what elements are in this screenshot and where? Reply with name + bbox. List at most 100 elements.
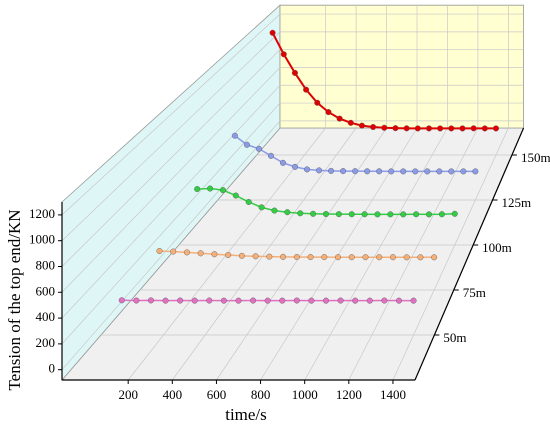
data-point	[352, 168, 359, 175]
grid-line	[392, 127, 509, 381]
data-point	[219, 187, 226, 194]
data-point	[376, 168, 383, 175]
data-point	[370, 124, 377, 131]
data-point	[336, 115, 343, 122]
grid-line	[61, 13, 281, 216]
data-point	[400, 211, 407, 218]
data-point	[361, 211, 368, 218]
data-point	[269, 29, 276, 36]
data-point	[297, 210, 304, 217]
data-point	[322, 211, 329, 218]
grid-line	[61, 120, 281, 370]
data-point	[271, 207, 278, 214]
z-tick-label: 125m	[502, 195, 532, 210]
data-point	[323, 297, 330, 304]
x-tick-label: 1400	[380, 387, 406, 402]
data-point	[235, 297, 242, 304]
data-point	[245, 198, 252, 205]
data-point	[310, 210, 317, 217]
data-point	[459, 125, 466, 132]
data-point	[388, 168, 395, 175]
data-point	[335, 211, 342, 218]
data-point	[352, 297, 359, 304]
grid-line	[348, 127, 479, 381]
data-point	[194, 186, 201, 193]
data-point	[366, 297, 373, 304]
data-point	[197, 250, 204, 257]
data-point	[252, 253, 259, 260]
data-point	[133, 297, 140, 304]
data-point	[267, 152, 274, 159]
data-point	[431, 254, 438, 261]
data-point	[389, 254, 396, 261]
data-point	[335, 254, 342, 261]
y-tick-label: 1000	[29, 232, 55, 247]
data-point	[426, 211, 433, 218]
data-point	[211, 251, 218, 258]
y-axis-title: Tension of the top end/KN	[5, 209, 24, 390]
data-point	[293, 253, 300, 260]
data-point	[374, 211, 381, 218]
data-point	[279, 159, 286, 166]
data-point	[191, 297, 198, 304]
data-point	[206, 297, 213, 304]
x-tick-label: 1200	[336, 387, 362, 402]
data-point	[147, 297, 154, 304]
grid-line	[304, 127, 448, 381]
data-point	[362, 254, 369, 261]
data-point	[470, 125, 477, 132]
data-point	[395, 297, 402, 304]
data-point	[314, 99, 321, 106]
data-point	[220, 297, 227, 304]
grid-line	[61, 31, 281, 241]
data-point	[255, 145, 262, 152]
data-point	[280, 51, 287, 58]
data-point	[238, 252, 245, 259]
grid-line	[216, 127, 387, 381]
data-point	[403, 254, 410, 261]
x-tick-label: 800	[251, 387, 271, 402]
data-point	[321, 254, 328, 261]
z-tick-label: 150m	[521, 150, 550, 165]
z-tick-label: 100m	[482, 240, 512, 255]
data-point	[410, 297, 417, 304]
y-tick-label: 400	[36, 309, 56, 324]
data-point	[436, 168, 443, 175]
data-point	[414, 125, 421, 132]
data-point	[243, 141, 250, 148]
x-tick-label: 400	[163, 387, 183, 402]
y-tick-label: 800	[36, 257, 56, 272]
data-point	[412, 168, 419, 175]
y-tick-label: 200	[36, 335, 56, 350]
data-point	[325, 109, 332, 116]
data-point	[392, 125, 399, 132]
data-point	[293, 297, 300, 304]
data-point	[207, 185, 214, 192]
data-point	[279, 297, 286, 304]
data-point	[348, 254, 355, 261]
back-wall	[279, 4, 524, 129]
x-tick-label: 600	[207, 387, 227, 402]
y-tick-label: 600	[36, 283, 56, 298]
data-point	[307, 254, 314, 261]
data-point	[347, 119, 354, 126]
x-axis-title: time/s	[225, 405, 267, 424]
data-point	[340, 168, 347, 175]
data-point	[413, 211, 420, 218]
z-tick-label: 50m	[443, 330, 466, 345]
data-point	[280, 253, 287, 260]
data-point	[291, 69, 298, 76]
data-point	[417, 254, 424, 261]
data-point	[177, 297, 184, 304]
z-tick-label: 75m	[463, 285, 486, 300]
data-point	[403, 125, 410, 132]
data-point	[337, 297, 344, 304]
data-point	[400, 168, 407, 175]
data-point	[266, 253, 273, 260]
data-point	[264, 297, 271, 304]
data-point	[170, 248, 177, 255]
data-point	[424, 168, 431, 175]
data-point	[437, 125, 444, 132]
